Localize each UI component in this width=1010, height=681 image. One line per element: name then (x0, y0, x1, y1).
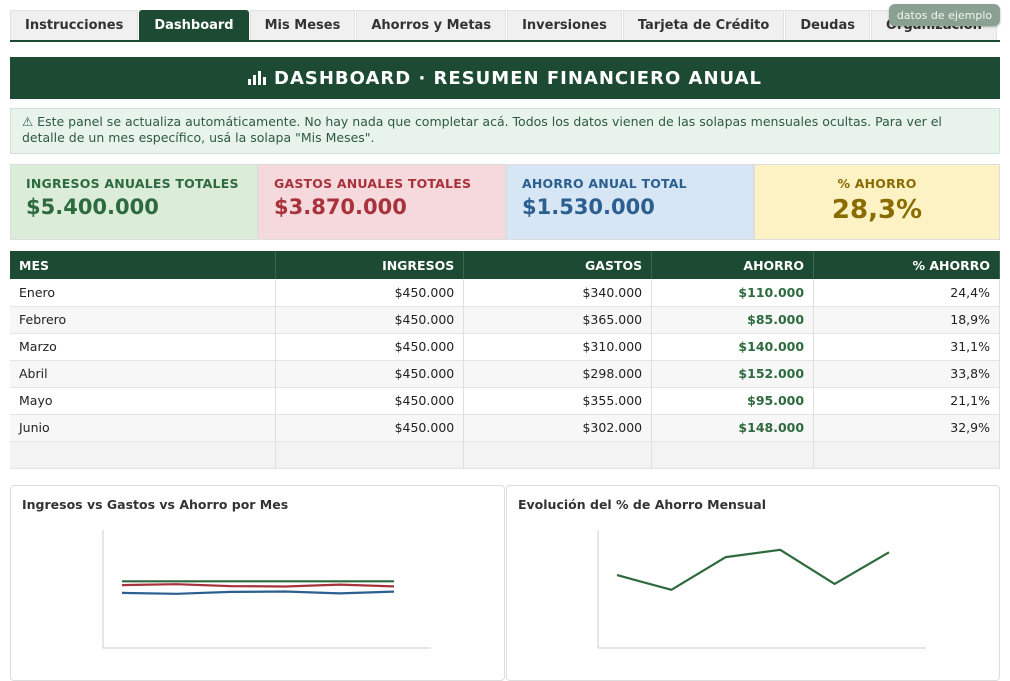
tab-bar: Instrucciones Dashboard Mis Meses Ahorros y… (10, 10, 1000, 42)
kpi-income-card: INGRESOS ANUALES TOTALES $5.400.000 (10, 164, 258, 240)
page-title: DASHBOARD · RESUMEN FINANCIERO ANUAL (10, 57, 1000, 99)
col-header-rate: % AHORRO (813, 251, 1000, 279)
cell-month: Mayo (10, 387, 277, 415)
tab-instrucciones[interactable]: Instrucciones (10, 10, 139, 40)
cell-rate: 32,9% (813, 414, 1000, 442)
tab-tarjeta-de-crédito[interactable]: Tarjeta de Crédito (622, 10, 785, 40)
cell-month: Abril (10, 360, 277, 388)
kpi-income-label: INGRESOS ANUALES TOTALES (26, 176, 239, 191)
table-row: Enero $450.000 $340.000 $110.000 24,4% (10, 279, 1000, 307)
cell-rate: 18,9% (813, 306, 1000, 334)
cell-expenses: $355.000 (463, 387, 653, 415)
cell-expenses: $310.000 (463, 333, 653, 361)
obscured-cell (10, 441, 277, 469)
table-row (10, 441, 1000, 469)
cell-savings: $148.000 (651, 414, 815, 442)
kpi-savings-label: AHORRO ANUAL TOTAL (522, 176, 687, 191)
table-row: Marzo $450.000 $310.000 $140.000 31,1% (10, 333, 1000, 361)
cell-expenses: $298.000 (463, 360, 653, 388)
cell-savings: $140.000 (651, 333, 815, 361)
cell-income: $450.000 (275, 387, 465, 415)
table-row: Mayo $450.000 $355.000 $95.000 21,1% (10, 387, 1000, 415)
cell-rate: 24,4% (813, 279, 1000, 307)
line-chart-savings-rate (597, 530, 926, 649)
obscured-cell (813, 441, 1000, 469)
col-header-savings: AHORRO (651, 251, 815, 279)
cell-rate: 31,1% (813, 333, 1000, 361)
chart-panel-savings-rate: Evolución del % de Ahorro Mensual (506, 485, 1000, 681)
kpi-rate-value: 28,3% (831, 195, 923, 225)
cell-income: $450.000 (275, 333, 465, 361)
series-line-2 (121, 590, 395, 595)
cell-savings: $85.000 (651, 306, 815, 334)
chart-axis (102, 530, 431, 649)
cell-rate: 21,1% (813, 387, 1000, 415)
cell-income: $450.000 (275, 414, 465, 442)
kpi-expenses-label: GASTOS ANUALES TOTALES (274, 176, 472, 191)
cell-savings: $152.000 (651, 360, 815, 388)
kpi-savings-value: $1.530.000 (522, 195, 655, 219)
cell-rate: 33,8% (813, 360, 1000, 388)
chart-title: Ingresos vs Gastos vs Ahorro por Mes (22, 497, 289, 512)
kpi-rate-label: % AHORRO (837, 176, 917, 191)
tab-deudas[interactable]: Deudas (785, 10, 870, 40)
tab-dashboard[interactable]: Dashboard (139, 10, 249, 40)
cell-expenses: $340.000 (463, 279, 653, 307)
chart-axis (597, 530, 926, 649)
kpi-rate-card: % AHORRO 28,3% (754, 164, 1000, 240)
obscured-cell (463, 441, 653, 469)
obscured-cell (275, 441, 465, 469)
table-row: Abril $450.000 $298.000 $152.000 33,8% (10, 360, 1000, 388)
tab-ahorros-y-metas[interactable]: Ahorros y Metas (356, 10, 507, 40)
kpi-expenses-card: GASTOS ANUALES TOTALES $3.870.000 (258, 164, 506, 240)
chart-title: Evolución del % de Ahorro Mensual (518, 497, 767, 512)
cell-savings: $110.000 (651, 279, 815, 307)
monthly-summary-table: MES INGRESOS GASTOS AHORRO % AHORRO Ener… (10, 251, 1000, 469)
col-header-income: INGRESOS (275, 251, 465, 279)
sample-data-badge: datos de ejemplo (889, 4, 1000, 26)
table-header-row: MES INGRESOS GASTOS AHORRO % AHORRO (10, 251, 1000, 279)
line-chart-income-expenses-savings (102, 530, 431, 649)
bar-chart-icon (248, 71, 267, 85)
cell-month: Enero (10, 279, 277, 307)
chart-panel-income-expenses-savings: Ingresos vs Gastos vs Ahorro por Mes (10, 485, 505, 681)
cell-month: Marzo (10, 333, 277, 361)
series-line-0 (616, 548, 890, 591)
cell-month: Febrero (10, 306, 277, 334)
cell-income: $450.000 (275, 306, 465, 334)
info-notice: ⚠ Este panel se actualiza automáticament… (10, 108, 1000, 154)
col-header-month: MES (10, 251, 277, 279)
cell-month: Junio (10, 414, 277, 442)
cell-savings: $95.000 (651, 387, 815, 415)
cell-expenses: $302.000 (463, 414, 653, 442)
kpi-expenses-value: $3.870.000 (274, 195, 407, 219)
cell-income: $450.000 (275, 279, 465, 307)
cell-expenses: $365.000 (463, 306, 653, 334)
series-line-1 (121, 583, 395, 588)
tab-mis-meses[interactable]: Mis Meses (249, 10, 356, 40)
col-header-expenses: GASTOS (463, 251, 653, 279)
table-row: Febrero $450.000 $365.000 $85.000 18,9% (10, 306, 1000, 334)
table-row: Junio $450.000 $302.000 $148.000 32,9% (10, 414, 1000, 442)
page-title-text: DASHBOARD · RESUMEN FINANCIERO ANUAL (274, 67, 762, 89)
cell-income: $450.000 (275, 360, 465, 388)
obscured-cell (651, 441, 815, 469)
tab-inversiones[interactable]: Inversiones (507, 10, 622, 40)
kpi-income-value: $5.400.000 (26, 195, 159, 219)
kpi-savings-card: AHORRO ANUAL TOTAL $1.530.000 (506, 164, 754, 240)
